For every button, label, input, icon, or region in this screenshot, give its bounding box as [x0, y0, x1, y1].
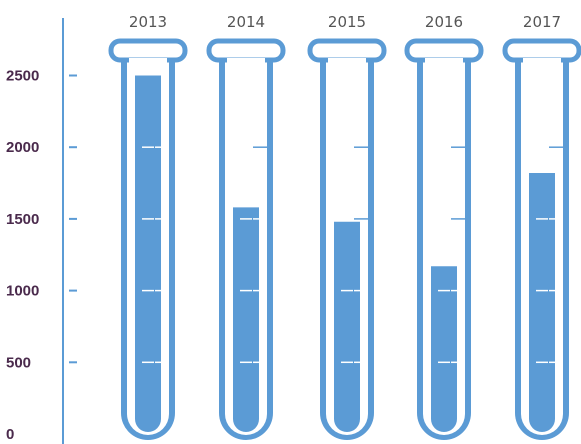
test-tube-2017: 2017 [502, 13, 581, 440]
tube-neck-2013 [129, 58, 167, 64]
tube-rim-2015 [307, 38, 387, 63]
test-tube-2014: 2014 [206, 13, 286, 440]
tube-rim-2017 [502, 38, 581, 63]
tube-neck-2016 [425, 58, 463, 64]
test-tube-2013: 2013 [108, 13, 188, 440]
tube-neck-2014 [227, 58, 265, 64]
category-label-2016: 2016 [425, 13, 463, 31]
bar-2013 [135, 75, 161, 432]
y-tick-label-2500: 2500 [6, 68, 39, 85]
category-label-2015: 2015 [328, 13, 366, 31]
y-tick-label-1000: 1000 [6, 283, 39, 300]
category-label-2014: 2014 [227, 13, 265, 31]
test-tubes: 2013 2014 2015 2016 2017 [108, 13, 581, 440]
tube-rim-2014 [206, 38, 286, 63]
tube-rim-2013 [108, 38, 188, 63]
tube-neck-2015 [328, 58, 366, 64]
y-tick-label-1500: 1500 [6, 211, 39, 228]
category-label-2017: 2017 [523, 13, 561, 31]
test-tube-2015: 2015 [307, 13, 387, 440]
bar-2017 [529, 173, 555, 432]
test-tube-2016: 2016 [404, 13, 484, 440]
y-tick-label-2000: 2000 [6, 139, 39, 156]
y-tick-label-0: 0 [6, 426, 14, 443]
y-axis-ticks: 0 500 1000 1500 2000 2500 [6, 68, 77, 443]
category-label-2013: 2013 [129, 13, 167, 31]
tube-rim-2016 [404, 38, 484, 63]
y-tick-label-500: 500 [6, 354, 31, 371]
tube-neck-2017 [523, 58, 561, 64]
bar-2014 [233, 207, 259, 432]
bar-2015 [334, 221, 360, 432]
bar-2016 [431, 266, 457, 432]
